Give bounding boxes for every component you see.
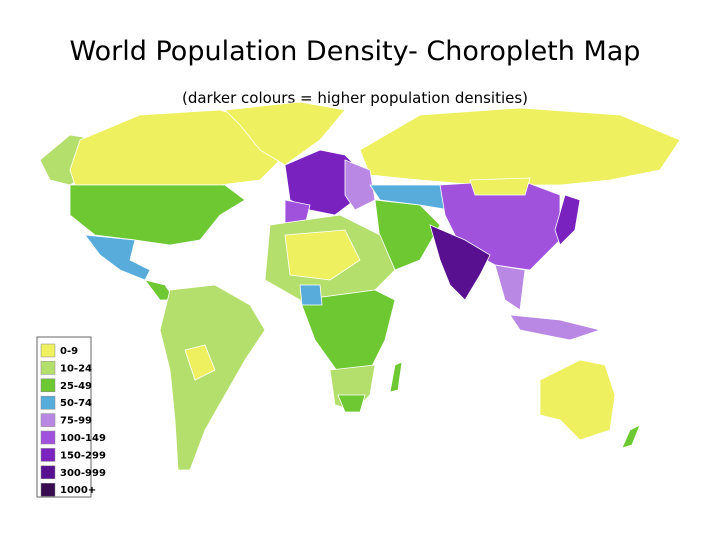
legend-label: 50-74 xyxy=(60,398,92,409)
bolivia xyxy=(184,344,216,381)
legend-swatch xyxy=(40,482,56,497)
mexico xyxy=(84,234,151,281)
japan xyxy=(554,194,581,246)
central-asia xyxy=(369,184,451,211)
legend-label: 150-299 xyxy=(60,450,106,461)
greenland xyxy=(224,101,346,166)
legend: 0-9 10-24 25-49 50-74 75-99 100-149 150-299 300… xyxy=(40,343,106,497)
legend-label: 10-24 xyxy=(60,363,92,374)
legend-label: 100-149 xyxy=(60,433,106,444)
title: World Population Density- Choropleth Map xyxy=(70,36,641,67)
legend-swatch xyxy=(40,413,56,427)
southeast-asia xyxy=(494,264,526,311)
usa xyxy=(69,184,246,246)
legend-label: 75-99 xyxy=(60,416,92,427)
india xyxy=(429,224,491,301)
sahara xyxy=(284,229,361,281)
legend-swatch xyxy=(40,395,56,410)
legend-label: 25-49 xyxy=(60,381,92,392)
australia xyxy=(539,359,616,441)
legend-label: 300-999 xyxy=(60,468,106,479)
canada xyxy=(69,109,291,186)
indonesia xyxy=(509,314,602,341)
legend-swatch xyxy=(40,448,56,462)
legend-swatch xyxy=(40,343,56,358)
legend-box xyxy=(36,336,92,498)
new-zealand xyxy=(621,424,641,449)
world-map xyxy=(39,101,681,471)
russia xyxy=(359,107,681,186)
madagascar xyxy=(389,361,403,393)
central-africa xyxy=(299,289,396,376)
legend-swatch xyxy=(40,361,56,375)
eastern-europe xyxy=(344,159,376,211)
legend-swatch xyxy=(40,465,56,480)
legend-swatch xyxy=(40,430,56,445)
legend-swatch xyxy=(40,378,56,393)
subtitle: (darker colours = higher population dens… xyxy=(182,89,528,107)
legend-label: 1000+ xyxy=(60,485,96,496)
legend-label: 0-9 xyxy=(60,346,78,357)
south-america xyxy=(159,284,266,471)
mongolia xyxy=(469,177,531,196)
nigeria xyxy=(299,284,323,306)
south-africa xyxy=(337,394,366,413)
